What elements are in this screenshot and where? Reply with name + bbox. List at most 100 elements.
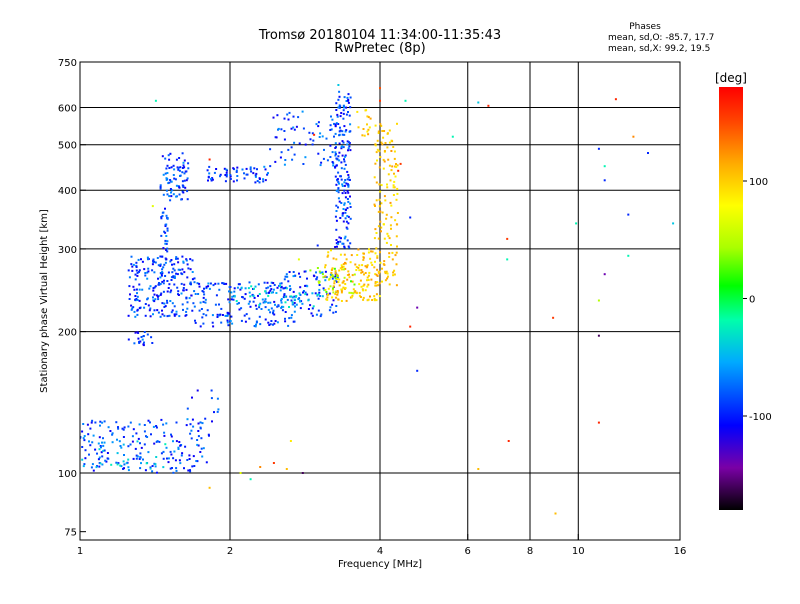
data-point [125, 462, 128, 465]
data-point [342, 141, 345, 144]
data-point [163, 306, 166, 308]
data-point [130, 308, 133, 311]
data-point [327, 251, 330, 254]
data-point [244, 320, 247, 323]
data-point [603, 179, 606, 182]
data-point [243, 314, 246, 317]
data-point [136, 299, 139, 301]
data-point [299, 293, 302, 296]
data-point [281, 309, 284, 312]
data-point [145, 435, 147, 438]
data-point [143, 341, 145, 344]
data-point [332, 299, 335, 302]
data-point [351, 294, 354, 297]
data-point [273, 300, 276, 303]
data-point [136, 274, 139, 277]
data-point [89, 427, 92, 430]
data-point [317, 309, 320, 312]
data-point [262, 180, 265, 183]
data-point [175, 272, 178, 275]
data-point [340, 264, 343, 267]
data-point [285, 468, 288, 470]
data-point [284, 311, 287, 313]
data-point [123, 454, 125, 456]
data-point [647, 152, 649, 154]
data-point [155, 440, 158, 443]
data-point [337, 242, 340, 245]
data-point [285, 273, 288, 276]
data-point [335, 296, 338, 299]
data-point [252, 172, 255, 175]
colorbar-label: [deg] [715, 71, 747, 85]
data-point [347, 200, 350, 203]
data-point [272, 323, 274, 326]
data-point [379, 190, 382, 193]
data-point [175, 310, 178, 313]
data-point [95, 466, 98, 469]
data-point [128, 285, 131, 288]
data-point [349, 202, 352, 205]
data-point [157, 264, 160, 267]
data-point [160, 418, 163, 421]
data-point [346, 170, 349, 173]
data-point [392, 194, 395, 196]
data-point [361, 271, 364, 273]
data-point [334, 153, 337, 155]
data-point [364, 272, 367, 274]
data-point [288, 317, 291, 320]
data-point [366, 264, 369, 267]
data-point [314, 292, 317, 295]
data-point [289, 287, 292, 290]
data-point [240, 319, 243, 322]
data-point [147, 270, 150, 273]
data-point [283, 293, 286, 296]
data-point [394, 219, 397, 222]
data-point [170, 311, 173, 314]
data-point [202, 296, 205, 299]
data-point [194, 321, 197, 324]
data-point [225, 171, 228, 174]
data-point [178, 441, 181, 443]
data-point [123, 463, 126, 466]
data-point [346, 207, 349, 210]
data-point [334, 272, 337, 275]
data-point [368, 271, 371, 274]
data-point [134, 273, 137, 276]
data-point [103, 441, 106, 444]
data-point [341, 183, 344, 186]
data-point [258, 315, 261, 318]
data-point [294, 305, 296, 308]
data-point [164, 239, 167, 242]
data-point [160, 217, 163, 220]
data-point [146, 297, 149, 300]
data-point [272, 291, 274, 294]
data-point [336, 158, 339, 161]
data-point [347, 215, 350, 218]
data-point [386, 132, 389, 135]
data-point [134, 315, 137, 318]
y-tick-label: 75 [64, 528, 77, 539]
data-point [214, 282, 217, 285]
data-point [92, 434, 95, 437]
data-point [139, 456, 142, 459]
data-point [132, 428, 135, 431]
data-point [191, 271, 194, 273]
data-point [171, 263, 173, 266]
data-point [342, 280, 345, 283]
data-point [335, 228, 338, 231]
y-tick-label: 750 [58, 58, 77, 69]
data-point [180, 282, 183, 285]
data-point [199, 451, 202, 453]
data-point [276, 286, 279, 289]
data-point [379, 205, 381, 207]
data-point [222, 282, 225, 285]
data-point [283, 138, 286, 141]
data-point [338, 151, 341, 154]
data-point [339, 253, 342, 256]
chart-title: Tromsø 20180104 11:34:00-11:35:43 [258, 28, 501, 43]
data-point [349, 96, 352, 99]
data-point [162, 282, 165, 285]
data-point [269, 289, 272, 292]
data-point [318, 291, 321, 294]
data-point [377, 132, 380, 134]
